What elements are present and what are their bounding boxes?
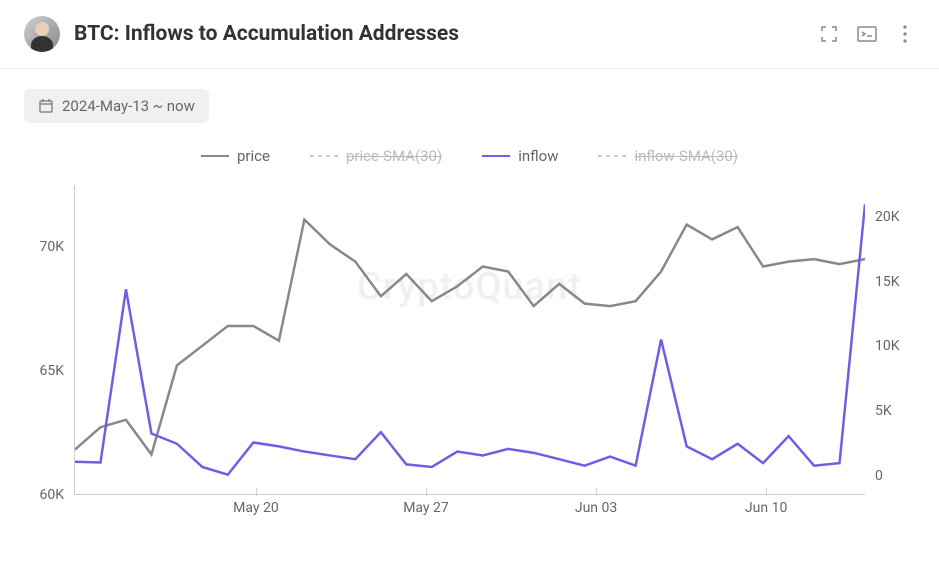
legend-label: inflow bbox=[518, 147, 558, 165]
header: BTC: Inflows to Accumulation Addresses bbox=[0, 0, 939, 69]
legend-swatch bbox=[310, 155, 338, 158]
y-axis-right: 20K 15K 10K 5K 0 bbox=[875, 185, 915, 495]
y-tick-right: 20K bbox=[875, 209, 900, 225]
legend-swatch bbox=[201, 155, 229, 158]
x-axis: May 20 May 27 Jun 03 Jun 10 bbox=[74, 500, 865, 525]
date-range-label: 2024-May-13 ~ now bbox=[62, 97, 195, 115]
y-tick-right: 10K bbox=[875, 338, 900, 354]
legend-label: inflow-SMA(30) bbox=[634, 147, 738, 165]
legend-swatch bbox=[482, 155, 510, 158]
y-tick-right: 0 bbox=[875, 468, 883, 484]
legend: price price-SMA(30) inflow inflow-SMA(30) bbox=[24, 133, 915, 185]
price-line bbox=[75, 220, 865, 455]
chart-container: CryptoQuant 70K65K60K 20K15K10K5K0 May 2… bbox=[34, 185, 905, 525]
legend-label: price-SMA(30) bbox=[346, 147, 442, 165]
expand-icon[interactable] bbox=[819, 24, 839, 44]
date-range-picker[interactable]: 2024-May-13 ~ now bbox=[24, 89, 209, 123]
more-icon[interactable] bbox=[895, 24, 915, 44]
legend-item[interactable]: price bbox=[201, 147, 270, 165]
y-tick-left: 70K bbox=[39, 239, 64, 255]
y-tick-right: 15K bbox=[875, 274, 900, 290]
y-tick-left: 65K bbox=[39, 363, 64, 379]
header-left: BTC: Inflows to Accumulation Addresses bbox=[24, 16, 459, 52]
inflow-line bbox=[75, 204, 865, 474]
x-tick: Jun 10 bbox=[745, 500, 787, 516]
y-tick-right: 5K bbox=[875, 403, 892, 419]
avatar[interactable] bbox=[24, 16, 60, 52]
calendar-icon bbox=[38, 98, 54, 114]
y-tick-left: 60K bbox=[39, 487, 64, 503]
y-axis-left: 70K65K60K bbox=[24, 185, 64, 495]
header-actions bbox=[819, 24, 915, 44]
chart-area: priceprice-SMA(30)inflowinflow-SMA(30) C… bbox=[0, 133, 939, 525]
legend-label: price bbox=[237, 147, 270, 165]
x-tick: Jun 03 bbox=[575, 500, 617, 516]
x-tick: May 20 bbox=[233, 500, 279, 516]
chart-svg bbox=[75, 185, 865, 494]
legend-item[interactable]: inflow-SMA(30) bbox=[598, 147, 738, 165]
legend-item[interactable]: inflow bbox=[482, 147, 558, 165]
x-tick: May 27 bbox=[403, 500, 449, 516]
terminal-icon[interactable] bbox=[857, 24, 877, 44]
page-title: BTC: Inflows to Accumulation Addresses bbox=[74, 22, 459, 46]
legend-item[interactable]: price-SMA(30) bbox=[310, 147, 442, 165]
plot-area[interactable] bbox=[74, 185, 865, 495]
legend-swatch bbox=[598, 155, 626, 158]
